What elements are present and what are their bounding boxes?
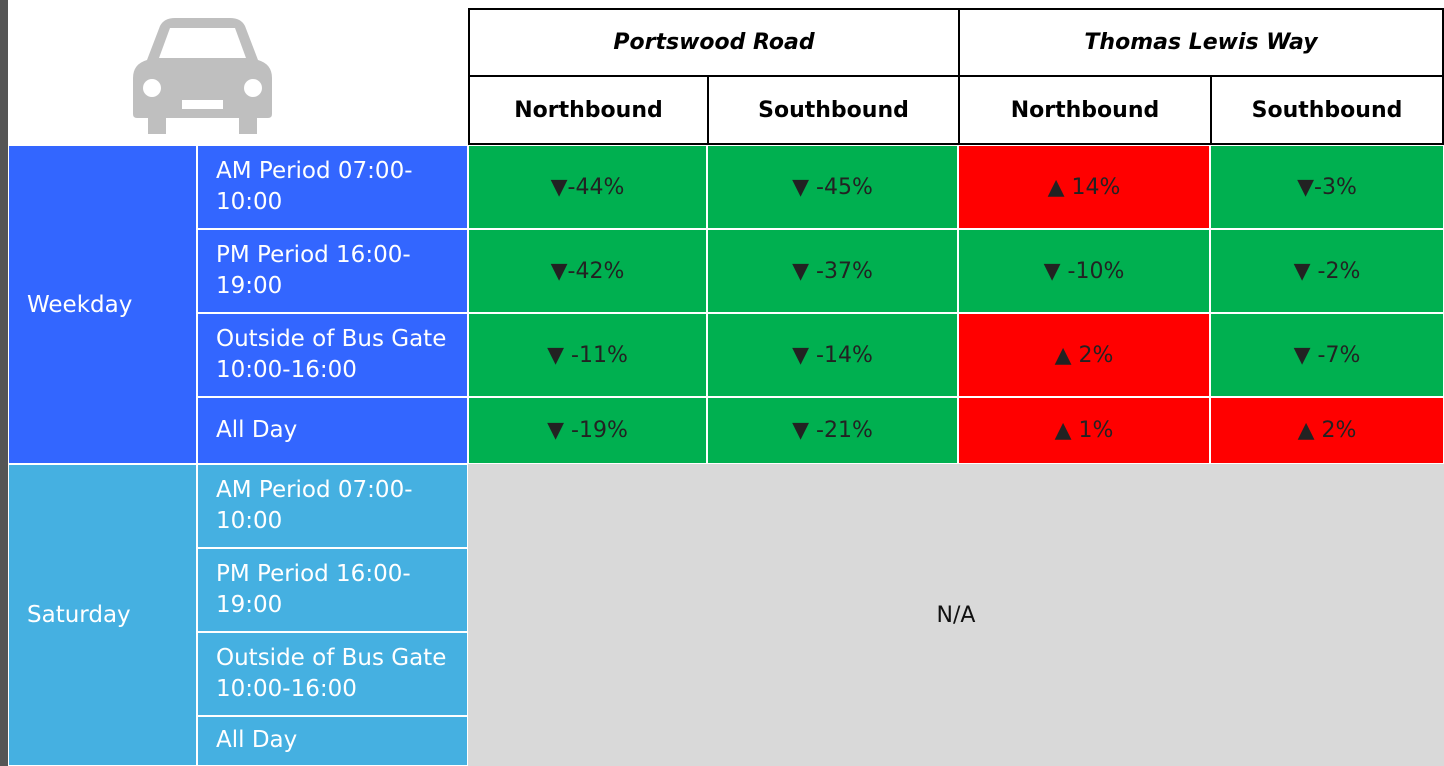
change-value: ▼ -2% (1210, 229, 1444, 313)
change-value: ▼-3% (1210, 145, 1444, 229)
change-value: ▼ -21% (707, 397, 958, 464)
road-header: Thomas Lewis Way (958, 8, 1444, 77)
change-value: ▼ -11% (468, 313, 707, 397)
change-value: ▼ -7% (1210, 313, 1444, 397)
change-value: ▼-42% (468, 229, 707, 313)
change-value: ▲ 14% (958, 145, 1210, 229)
period-label: All Day (197, 397, 468, 464)
change-value: ▲ 2% (1210, 397, 1444, 464)
photo-strip (0, 0, 8, 766)
period-label: Outside of Bus Gate 10:00-16:00 (197, 313, 468, 397)
change-value: ▼ -19% (468, 397, 707, 464)
direction-header: Southbound (1210, 75, 1444, 145)
change-value: ▼ -10% (958, 229, 1210, 313)
period-label: Outside of Bus Gate 10:00-16:00 (197, 632, 468, 716)
group-label: Weekday (8, 145, 197, 464)
change-value: ▲ 1% (958, 397, 1210, 464)
group-label: Saturday (8, 464, 197, 766)
change-value: ▼ -14% (707, 313, 958, 397)
direction-header: Northbound (958, 75, 1212, 145)
period-label: AM Period 07:00-10:00 (197, 145, 468, 229)
change-value: ▼-44% (468, 145, 707, 229)
period-label: All Day (197, 716, 468, 766)
direction-header: Northbound (468, 75, 709, 145)
change-value: ▲ 2% (958, 313, 1210, 397)
not-available: N/A (468, 464, 1444, 766)
direction-header: Southbound (707, 75, 960, 145)
road-header: Portswood Road (468, 8, 960, 77)
car-icon (130, 18, 275, 136)
change-value: ▼ -45% (707, 145, 958, 229)
change-value: ▼ -37% (707, 229, 958, 313)
period-label: PM Period 16:00-19:00 (197, 548, 468, 632)
page: Portswood RoadThomas Lewis WayNorthbound… (0, 0, 1444, 766)
period-label: AM Period 07:00-10:00 (197, 464, 468, 548)
period-label: PM Period 16:00-19:00 (197, 229, 468, 313)
